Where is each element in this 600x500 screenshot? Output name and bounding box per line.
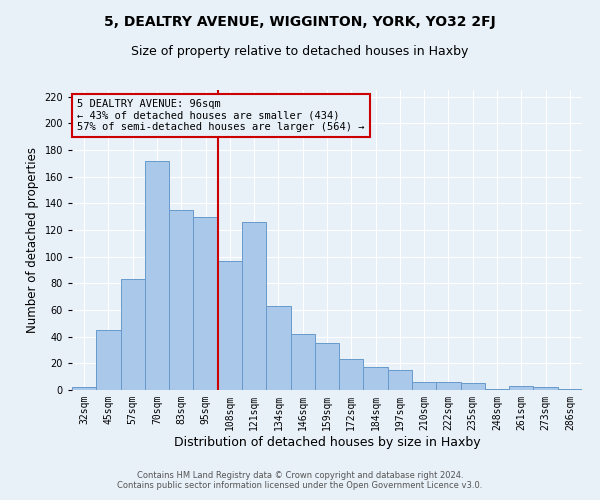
Bar xyxy=(364,368,388,390)
Bar xyxy=(485,388,509,390)
Bar xyxy=(72,388,96,390)
Text: 5, DEALTRY AVENUE, WIGGINTON, YORK, YO32 2FJ: 5, DEALTRY AVENUE, WIGGINTON, YORK, YO32… xyxy=(104,15,496,29)
Bar xyxy=(509,386,533,390)
Bar xyxy=(412,382,436,390)
Bar xyxy=(533,388,558,390)
Bar xyxy=(121,280,145,390)
Bar xyxy=(461,384,485,390)
Bar xyxy=(169,210,193,390)
Bar xyxy=(145,160,169,390)
Text: 5 DEALTRY AVENUE: 96sqm
← 43% of detached houses are smaller (434)
57% of semi-d: 5 DEALTRY AVENUE: 96sqm ← 43% of detache… xyxy=(77,99,365,132)
Bar xyxy=(558,388,582,390)
Bar xyxy=(96,330,121,390)
Bar xyxy=(290,334,315,390)
Bar xyxy=(242,222,266,390)
Bar xyxy=(193,216,218,390)
Bar xyxy=(339,360,364,390)
Bar xyxy=(388,370,412,390)
Text: Contains HM Land Registry data © Crown copyright and database right 2024.
Contai: Contains HM Land Registry data © Crown c… xyxy=(118,470,482,490)
Y-axis label: Number of detached properties: Number of detached properties xyxy=(26,147,39,333)
X-axis label: Distribution of detached houses by size in Haxby: Distribution of detached houses by size … xyxy=(173,436,481,448)
Bar xyxy=(218,260,242,390)
Bar xyxy=(436,382,461,390)
Bar xyxy=(266,306,290,390)
Bar xyxy=(315,344,339,390)
Text: Size of property relative to detached houses in Haxby: Size of property relative to detached ho… xyxy=(131,45,469,58)
